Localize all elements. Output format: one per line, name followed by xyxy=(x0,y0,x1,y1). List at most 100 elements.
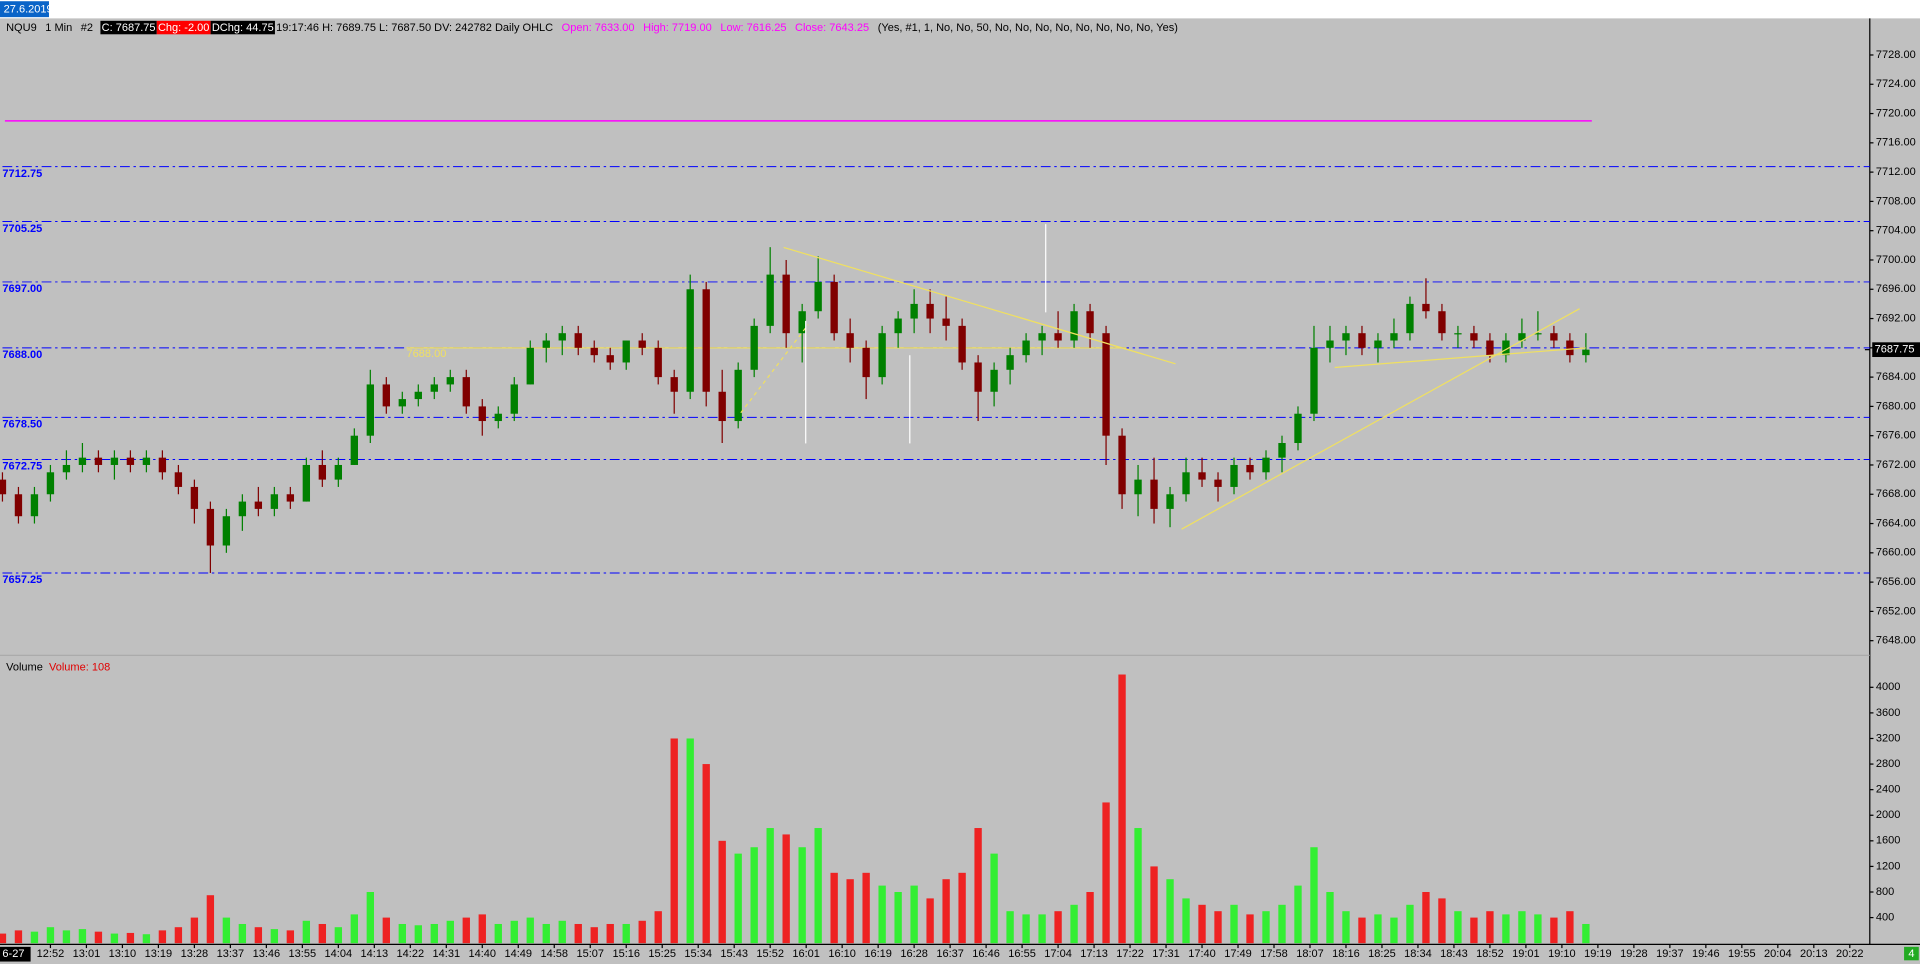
header-item: Close: 7643.25 xyxy=(795,22,869,34)
volume-bar xyxy=(0,933,7,944)
volume-bar xyxy=(670,738,678,944)
candle-body xyxy=(862,347,870,378)
header-item: NQU9 xyxy=(6,22,37,34)
header-item: Chg: -2.00 xyxy=(158,22,209,34)
x-tick-label: 16:37 xyxy=(936,948,964,960)
volume-bar xyxy=(62,930,71,944)
x-tick-label: 16:01 xyxy=(792,948,820,960)
y-tick-label: 7676.00 xyxy=(1876,430,1916,442)
candle-body xyxy=(1342,333,1350,341)
level-label: 7688.00 xyxy=(2,349,42,361)
candle-body xyxy=(1182,472,1190,495)
volume-bar xyxy=(414,925,422,944)
x-tick-label: 15:43 xyxy=(720,948,748,960)
volume-bar xyxy=(1246,914,1254,944)
candle-body xyxy=(830,281,838,334)
candle-body xyxy=(30,494,39,517)
candle-body xyxy=(334,464,343,480)
candle-body xyxy=(590,347,598,356)
candle-body xyxy=(1214,479,1222,487)
x-tick-label: 19:46 xyxy=(1692,948,1720,960)
volume-bar xyxy=(1470,917,1478,944)
header-item: 1 Min xyxy=(45,22,72,34)
header-item: High: 7719.00 xyxy=(643,22,712,34)
candle-body xyxy=(702,289,710,392)
volume-bar xyxy=(1582,923,1590,944)
volume-bar xyxy=(974,828,982,944)
candle-body xyxy=(574,333,582,348)
candle-body xyxy=(974,362,982,392)
volume-bar xyxy=(366,892,374,944)
volume-y-tick-label: 2800 xyxy=(1876,758,1901,770)
candle-body xyxy=(1038,333,1046,341)
title-bar xyxy=(0,0,1920,19)
volume-bar xyxy=(1038,914,1046,944)
candle-body xyxy=(318,464,327,480)
candle-body xyxy=(382,384,390,407)
volume-y-tick-label: 400 xyxy=(1876,911,1894,923)
candle-body xyxy=(894,318,902,334)
candle-body xyxy=(542,340,550,348)
candle-body xyxy=(414,391,422,400)
trend-line xyxy=(1181,308,1580,530)
candle-body xyxy=(670,377,678,392)
volume-y-tick-label: 4000 xyxy=(1876,681,1901,693)
candle-body xyxy=(1102,333,1110,436)
volume-bar xyxy=(270,929,279,944)
x-tick-label: 18:43 xyxy=(1440,948,1468,960)
x-tick-label: 17:04 xyxy=(1044,948,1072,960)
annotation-label: 7688.00 xyxy=(407,348,447,360)
candle-body xyxy=(0,479,7,495)
volume-bar xyxy=(1054,911,1062,944)
volume-bar xyxy=(190,917,199,944)
candle-body xyxy=(1006,355,1014,370)
volume-bar xyxy=(1406,904,1414,944)
volume-bar xyxy=(766,828,774,944)
volume-bar xyxy=(382,917,390,944)
candle-body xyxy=(1502,340,1510,356)
y-tick-label: 7696.00 xyxy=(1876,283,1916,295)
candle-body xyxy=(158,457,167,473)
volume-bar xyxy=(1006,911,1014,944)
candle-body xyxy=(1582,349,1590,356)
candle-body xyxy=(846,333,854,348)
x-tick-label: 18:07 xyxy=(1296,948,1324,960)
candle-body xyxy=(1198,472,1206,480)
volume-bar xyxy=(462,917,470,944)
volume-bar xyxy=(1214,911,1222,944)
candle-body xyxy=(1070,311,1078,341)
x-tick-label: 16:46 xyxy=(972,948,1000,960)
level-label: 7705.25 xyxy=(2,223,42,235)
volume-y-tick-label: 2000 xyxy=(1876,809,1901,821)
drawings xyxy=(740,224,1586,530)
candle-body xyxy=(270,494,279,509)
volume-y-tick-label: 1200 xyxy=(1876,860,1901,872)
volume-bar xyxy=(1342,911,1350,944)
candle-body xyxy=(718,391,726,422)
candle-body xyxy=(1406,303,1414,334)
volume-bar xyxy=(942,879,950,944)
y-tick-label: 7648.00 xyxy=(1876,635,1916,647)
level-label: 7657.25 xyxy=(2,574,42,586)
volume-bar xyxy=(286,930,295,944)
x-tick-label: 15:07 xyxy=(576,948,604,960)
candle-body xyxy=(142,457,151,465)
candle-body xyxy=(750,325,758,370)
candle-body xyxy=(606,355,614,363)
candle-body xyxy=(78,457,87,465)
volume-bar xyxy=(958,872,966,944)
volume-bar xyxy=(734,853,742,944)
volume-bar xyxy=(686,738,694,944)
candle-body xyxy=(1438,311,1446,334)
volume-bar xyxy=(1022,914,1030,944)
x-tick-label: 14:04 xyxy=(325,948,353,960)
candle-body xyxy=(1134,479,1142,495)
volume-bar xyxy=(1294,885,1302,944)
last-price-bg xyxy=(1872,342,1920,358)
volume-bar xyxy=(718,840,726,944)
volume-bar xyxy=(94,931,103,944)
volume-bar xyxy=(1262,911,1270,944)
x-tick-label: 19:37 xyxy=(1656,948,1684,960)
x-tick-label: 16:19 xyxy=(864,948,892,960)
